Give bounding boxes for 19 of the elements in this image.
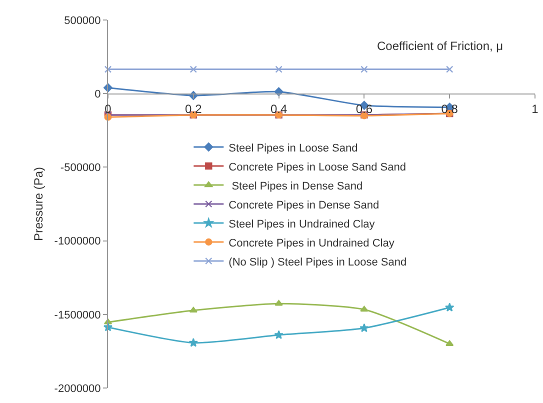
legend-label: Concrete Pipes in Undrained Clay	[228, 237, 395, 250]
y-axis-title: Pressure (Pa)	[32, 166, 46, 242]
y-tick-label: -500000	[60, 162, 101, 174]
y-tick-label: -2000000	[54, 382, 101, 395]
y-tick-label: -1500000	[54, 309, 101, 322]
x-tick-label: 0.6	[356, 102, 373, 116]
legend-label: Concrete Pipes in Dense Sand	[228, 199, 380, 212]
legend-label: Steel Pipes in Loose Sand	[228, 142, 358, 154]
x-tick-label: 0.2	[185, 102, 202, 116]
x-tick-label: 1	[532, 102, 539, 116]
y-tick-label: 0	[94, 88, 101, 100]
legend-label: (No Slip ) Steel Pipes in Loose Sand	[228, 256, 407, 268]
legend-label: Steel Pipes in Dense Sand	[228, 180, 363, 192]
legend-label: Concrete Pipes in Loose Sand Sand	[228, 161, 406, 174]
legend-label: Steel Pipes in Undrained Clay	[228, 218, 376, 230]
x-tick-label: 0.4	[270, 102, 288, 116]
y-tick-label: 500000	[64, 14, 101, 27]
y-tick-label: -1000000	[54, 236, 101, 248]
x-axis-title: Coefficient of Friction, μ	[377, 39, 504, 53]
